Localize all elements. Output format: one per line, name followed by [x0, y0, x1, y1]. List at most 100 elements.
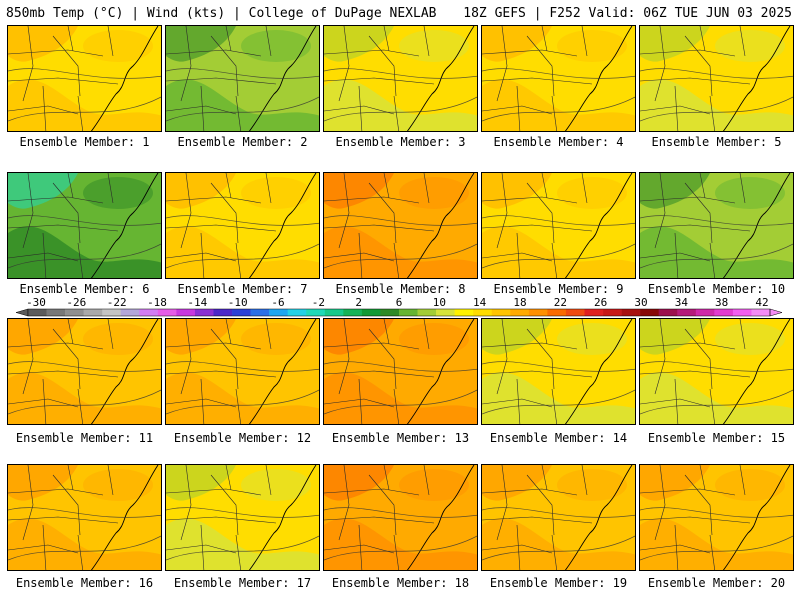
colorbar-tick-label: 18	[513, 296, 526, 309]
ensemble-member-caption: Ensemble Member: 7	[177, 282, 308, 296]
colorbar-tick-label: 42	[755, 296, 768, 309]
ensemble-member-caption: Ensemble Member: 19	[489, 576, 628, 590]
colorbar-swatch	[436, 309, 455, 316]
temperature-map	[8, 319, 161, 424]
temperature-map	[8, 26, 161, 131]
colorbar-tick-label: -6	[271, 296, 284, 309]
colorbar-swatch	[306, 309, 326, 316]
colorbar-swatch	[232, 309, 251, 316]
colorbar-swatch	[565, 309, 585, 316]
colorbar-swatch	[380, 309, 400, 316]
colorbar-swatch	[603, 309, 622, 316]
colorbar-swatch	[343, 309, 363, 316]
colorbar-swatch	[83, 309, 103, 316]
colorbar-swatch	[695, 309, 715, 316]
ensemble-map-panel	[323, 318, 478, 425]
ensemble-member-caption: Ensemble Member: 2	[177, 135, 308, 149]
colorbar-swatch	[584, 309, 604, 316]
colorbar-tick-label: 26	[594, 296, 607, 309]
temperature-map	[482, 26, 635, 131]
colorbar-swatch	[547, 309, 567, 316]
temperature-map	[640, 26, 793, 131]
colorbar-tick-label: -10	[228, 296, 248, 309]
colorbar-tick-label: 38	[715, 296, 728, 309]
ensemble-map-panel	[323, 464, 478, 571]
colorbar-swatch	[491, 309, 511, 316]
colorbar-tick-label: 22	[554, 296, 567, 309]
colorbar-tick-label: 34	[675, 296, 689, 309]
ensemble-map-panel	[165, 25, 320, 132]
temperature-map	[482, 319, 635, 424]
ensemble-member-caption: Ensemble Member: 6	[19, 282, 150, 296]
colorbar-swatch	[677, 309, 697, 316]
colorbar-swatch	[102, 309, 122, 316]
ensemble-map-panel	[481, 172, 636, 279]
colorbar-swatch	[269, 309, 288, 316]
colorbar-swatch	[213, 309, 233, 316]
colorbar-swatch	[732, 309, 752, 316]
ensemble-map-panel	[639, 318, 794, 425]
colorbar-tick-label: 30	[634, 296, 647, 309]
ensemble-member-caption: Ensemble Member: 18	[331, 576, 470, 590]
ensemble-member-caption: Ensemble Member: 13	[331, 431, 470, 445]
ensemble-map-panel	[165, 318, 320, 425]
ensemble-map-panel	[7, 464, 162, 571]
temperature-map	[166, 26, 319, 131]
ensemble-member-caption: Ensemble Member: 5	[651, 135, 782, 149]
colorbar-tick-label: 14	[473, 296, 487, 309]
colorbar-tick-label: 2	[355, 296, 362, 309]
ensemble-member-caption: Ensemble Member: 17	[173, 576, 312, 590]
colorbar-swatch	[194, 309, 214, 316]
colorbar-swatch	[139, 309, 159, 316]
ensemble-map-panel	[7, 172, 162, 279]
ensemble-member-caption: Ensemble Member: 11	[15, 431, 154, 445]
ensemble-map-panel	[323, 25, 478, 132]
colorbar-tick-label: 10	[433, 296, 446, 309]
ensemble-member-caption: Ensemble Member: 20	[647, 576, 786, 590]
colorbar-tick-label: -2	[312, 296, 325, 309]
colorbar-swatch	[640, 309, 659, 316]
colorbar-swatch	[714, 309, 734, 316]
temperature-map	[166, 465, 319, 570]
ensemble-member-caption: Ensemble Member: 8	[335, 282, 466, 296]
ensemble-member-caption: Ensemble Member: 3	[335, 135, 466, 149]
ensemble-member-caption: Ensemble Member: 1	[19, 135, 150, 149]
colorbar-swatch	[287, 309, 307, 316]
temperature-map	[166, 173, 319, 278]
ensemble-map-panel	[165, 172, 320, 279]
colorbar-swatch	[528, 309, 548, 316]
colorbar-swatch	[473, 309, 493, 316]
colorbar-swatch	[120, 309, 140, 316]
ensemble-map-panel	[481, 25, 636, 132]
temperature-map	[640, 173, 793, 278]
colorbar-swatch	[324, 309, 344, 316]
colorbar-tick-label: -26	[66, 296, 86, 309]
temperature-colorbar: -30 -26 -22 -18 -14 -10 -6 -2 2 6 10 14 18 22 26 30 34 38…	[15, 296, 783, 317]
ensemble-member-caption: Ensemble Member: 15	[647, 431, 786, 445]
ensemble-map-panel	[639, 464, 794, 571]
colorbar-swatch	[658, 309, 678, 316]
ensemble-member-caption: Ensemble Member: 4	[493, 135, 624, 149]
ensemble-map-panel	[481, 464, 636, 571]
colorbar-tick-label: -18	[147, 296, 167, 309]
temperature-map	[8, 465, 161, 570]
colorbar-swatch	[176, 309, 196, 316]
colorbar-swatch	[399, 309, 418, 316]
ensemble-map-panel	[323, 172, 478, 279]
temperature-map	[324, 173, 477, 278]
colorbar-swatch	[417, 309, 437, 316]
colorbar-swatch	[46, 309, 66, 316]
ensemble-map-panel	[7, 25, 162, 132]
ensemble-map-panel	[639, 25, 794, 132]
ensemble-member-caption: Ensemble Member: 9	[493, 282, 624, 296]
colorbar-tick-label: 6	[396, 296, 403, 309]
ensemble-map-panel	[165, 464, 320, 571]
temperature-map	[8, 173, 161, 278]
temperature-map	[482, 465, 635, 570]
colorbar-swatch	[621, 309, 641, 316]
ensemble-member-caption: Ensemble Member: 14	[489, 431, 628, 445]
colorbar-swatch	[250, 309, 270, 316]
ensemble-member-caption: Ensemble Member: 10	[647, 282, 786, 296]
colorbar-swatch	[65, 309, 84, 316]
ensemble-member-caption: Ensemble Member: 16	[15, 576, 154, 590]
